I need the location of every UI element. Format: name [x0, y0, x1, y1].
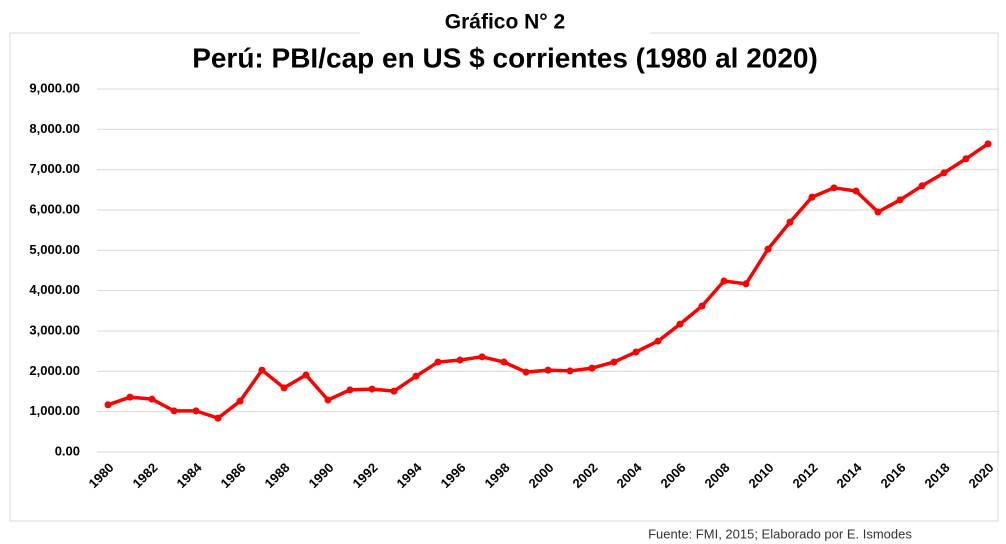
data-point [346, 386, 354, 394]
data-point [170, 407, 178, 415]
data-point [104, 401, 112, 409]
y-tick-label: 4,000.00 [29, 282, 80, 297]
data-point [698, 302, 706, 310]
data-point [456, 356, 464, 364]
source-note: Fuente: FMI, 2015; Elaborado por E. Ismo… [648, 526, 912, 541]
data-point [566, 367, 574, 375]
y-tick-label: 5,000.00 [29, 242, 80, 257]
x-tick-label: 1982 [129, 460, 160, 491]
x-tick-label: 2016 [877, 460, 908, 491]
x-tick-label: 2008 [701, 460, 732, 491]
x-tick-label: 1986 [217, 460, 248, 491]
chart-border [9, 32, 999, 522]
data-point [742, 280, 750, 288]
data-point [984, 140, 992, 148]
data-point [764, 245, 772, 253]
x-tick-label: 2018 [921, 460, 952, 491]
data-point [324, 396, 332, 404]
data-point [236, 397, 244, 405]
data-point [522, 368, 530, 376]
x-tick-label: 2012 [789, 460, 820, 491]
x-tick-label: 1990 [305, 460, 336, 491]
x-tick-label: 1984 [173, 459, 205, 491]
data-point [544, 366, 552, 374]
y-tick-label: 1,000.00 [29, 403, 80, 418]
data-point [126, 393, 134, 401]
data-point [720, 277, 728, 285]
x-tick-label: 1992 [349, 460, 380, 491]
x-tick-label: 2000 [525, 460, 556, 491]
y-tick-label: 6,000.00 [29, 201, 80, 216]
data-point [500, 358, 508, 366]
x-tick-label: 2006 [657, 460, 688, 491]
data-point [632, 348, 640, 356]
data-point [654, 337, 662, 345]
y-tick-label: 8,000.00 [29, 121, 80, 136]
x-tick-label: 2004 [613, 459, 645, 491]
data-point [808, 193, 816, 201]
data-point [610, 358, 618, 366]
x-tick-label: 2010 [745, 460, 776, 491]
data-point [412, 372, 420, 380]
data-point [214, 414, 222, 422]
data-point [896, 196, 904, 204]
x-tick-label: 1994 [393, 459, 425, 491]
y-tick-label: 3,000.00 [29, 322, 80, 337]
data-line [107, 142, 989, 420]
chart-header: Gráfico N° 2 [445, 11, 565, 34]
data-point [192, 407, 200, 415]
data-point [830, 184, 838, 192]
y-tick-label: 0.00 [55, 443, 80, 458]
x-tick-label: 2014 [833, 459, 865, 491]
chart-title: Perú: PBI/cap en US $ corrientes (1980 a… [192, 42, 818, 73]
data-point [786, 218, 794, 226]
header-background [360, 12, 650, 36]
data-point [148, 395, 156, 403]
data-point [962, 155, 970, 163]
data-point [874, 208, 882, 216]
data-point [478, 353, 486, 361]
data-point [302, 371, 310, 379]
data-point [434, 358, 442, 366]
x-tick-label: 1998 [481, 460, 512, 491]
y-tick-label: 2,000.00 [29, 363, 80, 378]
y-tick-label: 7,000.00 [29, 161, 80, 176]
data-point [852, 187, 860, 195]
x-tick-label: 2020 [965, 460, 996, 491]
data-point [368, 385, 376, 393]
x-tick-label: 1988 [261, 460, 292, 491]
data-point [280, 384, 288, 392]
x-tick-label: 1980 [85, 460, 116, 491]
x-tick-label: 1996 [437, 460, 468, 491]
data-point [676, 320, 684, 328]
x-tick-label: 2002 [569, 460, 600, 491]
data-point [390, 387, 398, 395]
y-tick-label: 9,000.00 [29, 80, 80, 95]
data-point [918, 182, 926, 190]
data-point [258, 366, 266, 374]
data-point [588, 364, 596, 372]
data-point [940, 169, 948, 177]
